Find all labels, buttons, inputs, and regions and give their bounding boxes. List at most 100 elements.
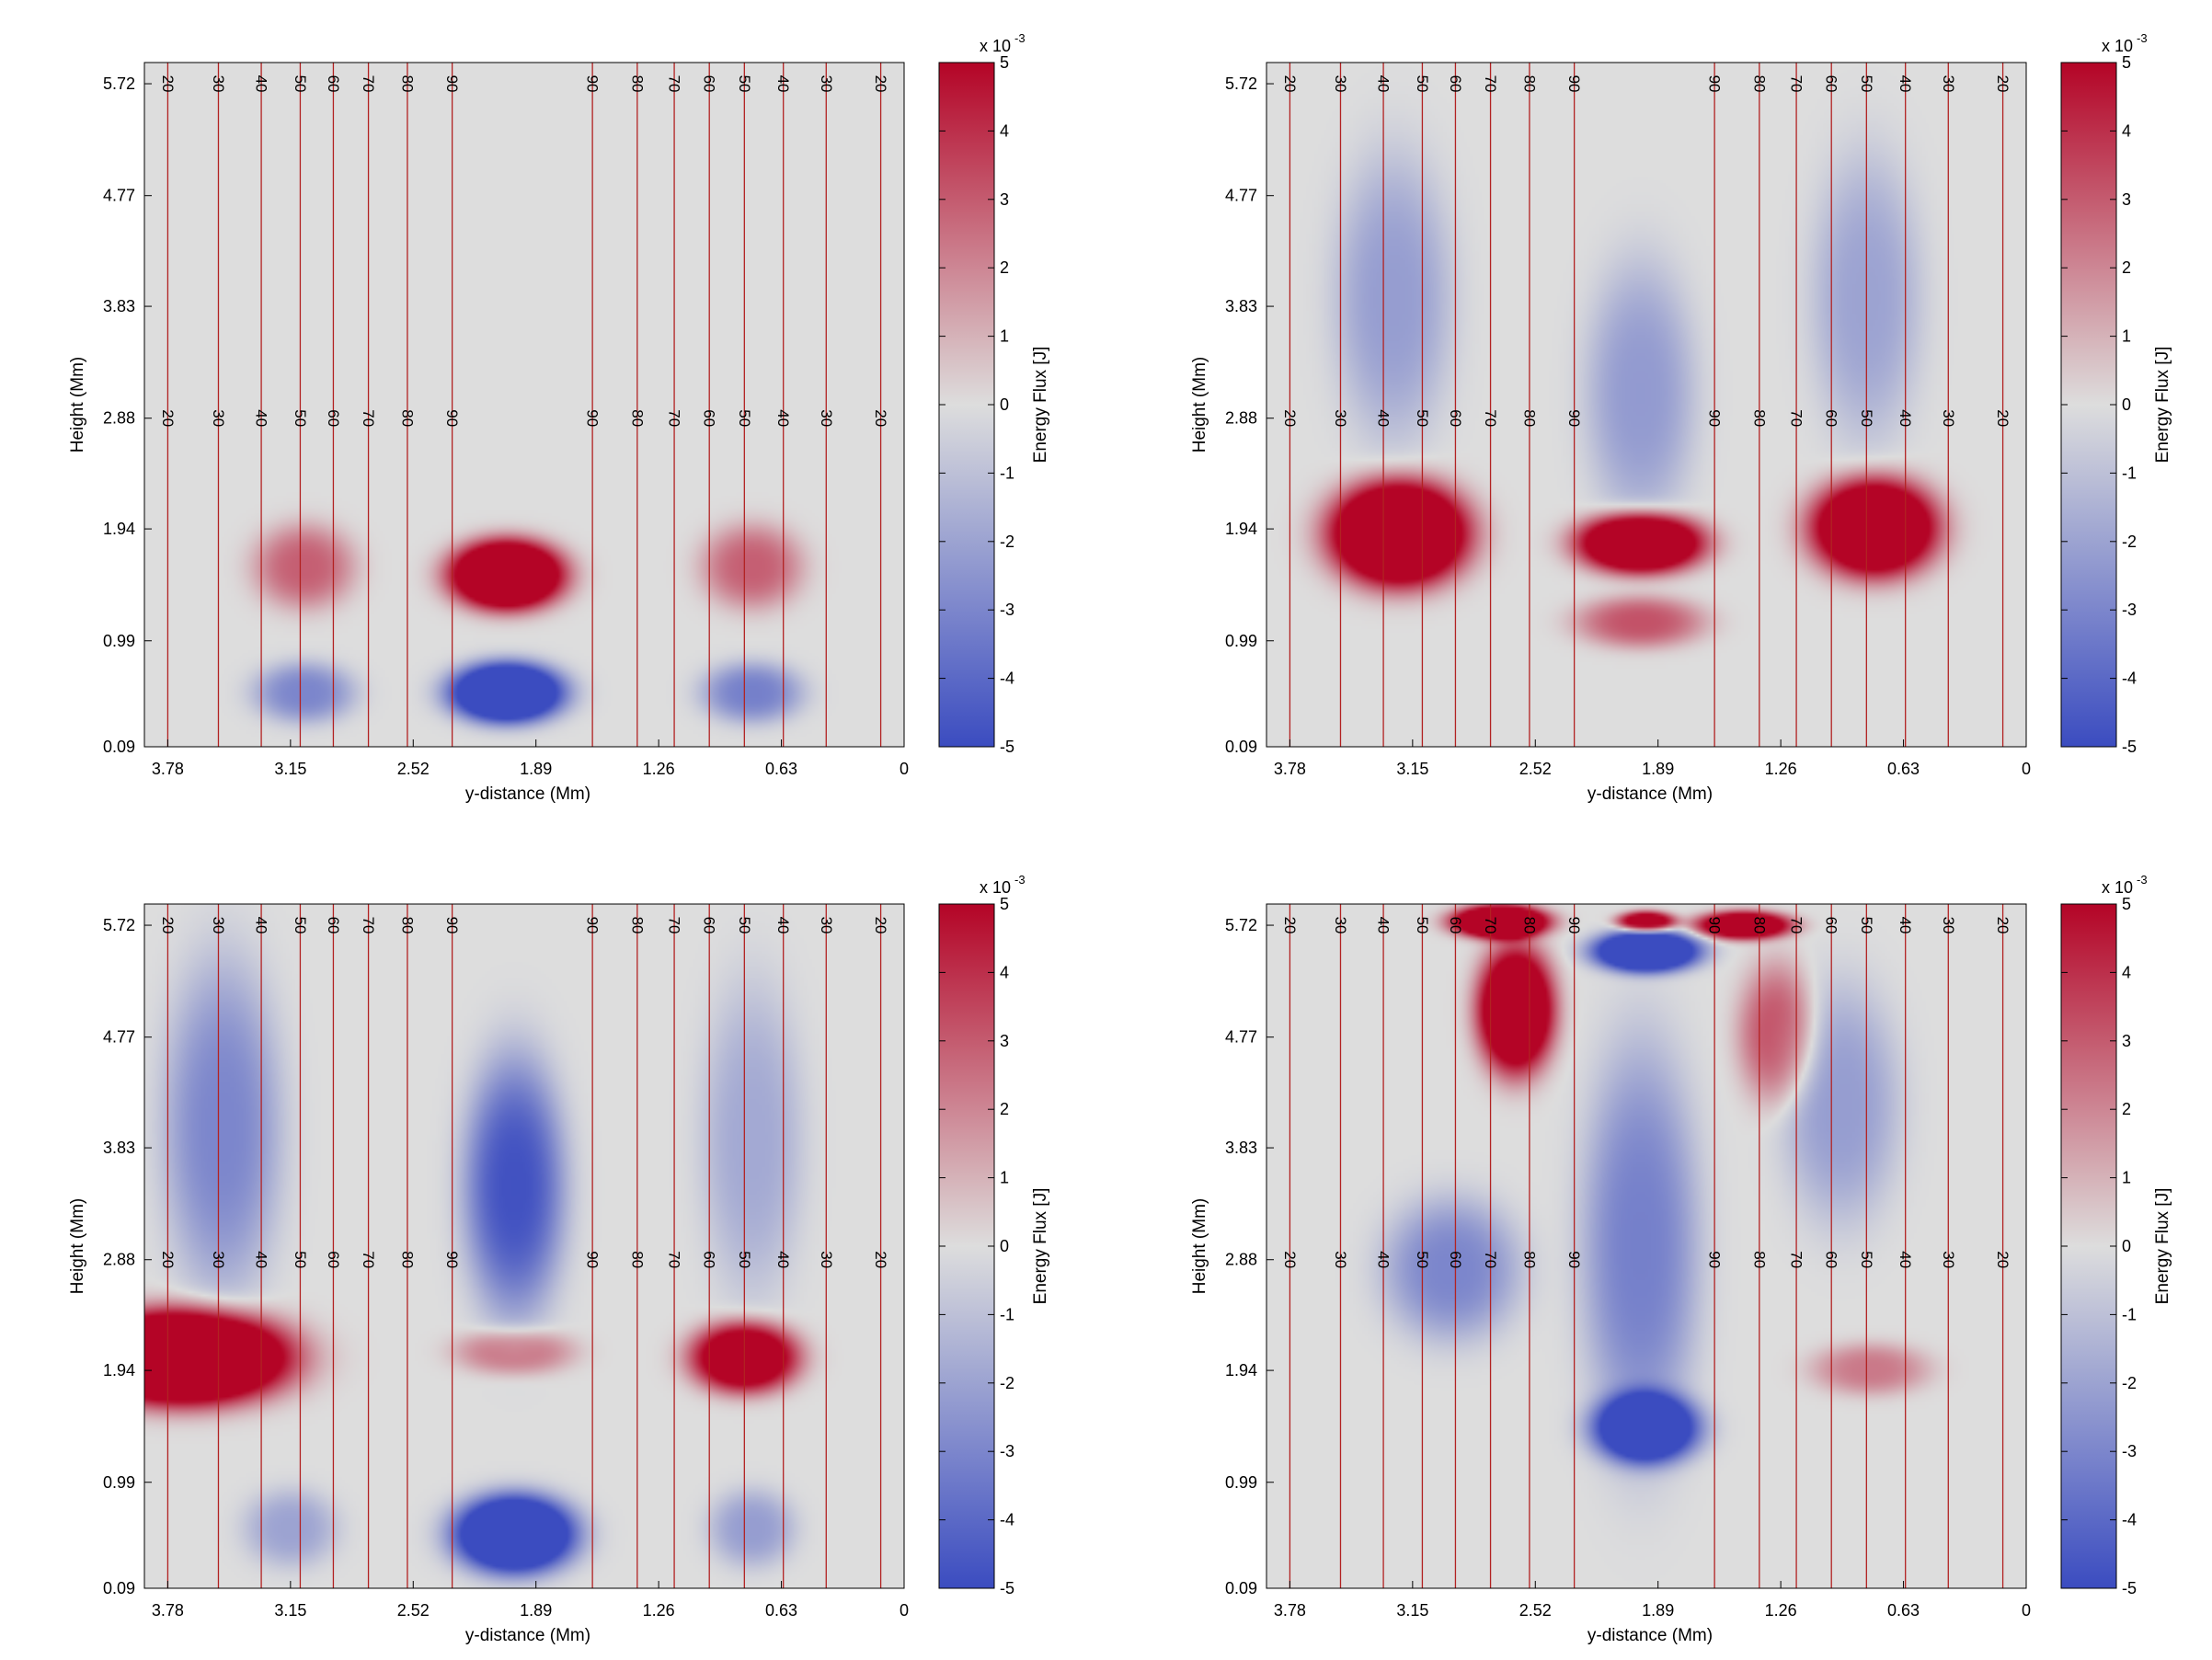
contour-label: 50 (1858, 409, 1875, 427)
y-tick-label: 0.09 (103, 738, 135, 756)
contour-label: 20 (1994, 1251, 2011, 1268)
y-tick-label: 2.88 (103, 1251, 135, 1269)
x-tick-label: 3.15 (1396, 760, 1428, 778)
x-axis-label: y-distance (Mm) (1587, 784, 1713, 804)
contour-label: 50 (1414, 1251, 1431, 1268)
colorbar-tick-label: 0 (2122, 1237, 2131, 1255)
contour-label: 30 (1940, 1251, 1957, 1268)
contour-label: 30 (818, 409, 835, 427)
colorbar-tick-label: 2 (1000, 1100, 1009, 1118)
y-tick-label: 3.83 (103, 1139, 135, 1157)
contour-label: 50 (736, 917, 753, 934)
contour-label: 70 (1788, 917, 1805, 934)
x-tick-label: 2.52 (397, 1601, 430, 1620)
colorbar-tick-label: -3 (1000, 1442, 1014, 1460)
contour-label: 90 (1706, 1251, 1724, 1268)
contour-label: 20 (872, 409, 889, 427)
contour-label: 30 (1940, 75, 1957, 93)
colorbar (938, 62, 995, 748)
x-tick-label: 1.26 (643, 1601, 675, 1620)
heatmap-image (144, 904, 904, 1588)
x-tick-label: 1.26 (1765, 760, 1797, 778)
y-tick-label: 2.88 (1225, 409, 1257, 428)
colorbar-label: Energy Flux [J] (1031, 1188, 1050, 1305)
contour-label: 60 (1447, 409, 1464, 427)
colorbar (938, 903, 995, 1589)
contour-label: 90 (1565, 409, 1583, 427)
contour-label: 80 (628, 1251, 646, 1268)
contour-label: 50 (736, 409, 753, 427)
heatmap-image (1266, 904, 2026, 1588)
contour-label: 90 (443, 75, 461, 93)
contour-label: 60 (701, 1251, 718, 1268)
colorbar-tick-label: -4 (2122, 1511, 2137, 1529)
contour-label: 50 (292, 409, 309, 427)
contour-label: 60 (325, 75, 342, 93)
y-tick-label: 3.83 (1225, 297, 1257, 315)
colorbar-tick-label: 5 (1000, 53, 1009, 72)
contour-label: 70 (1482, 75, 1499, 93)
contour-label: 30 (1332, 1251, 1349, 1268)
x-tick-label: 3.78 (152, 760, 184, 778)
contour-label: 70 (666, 1251, 683, 1268)
contour-label: 40 (1897, 409, 1914, 427)
contour-label: 30 (1940, 409, 1957, 427)
plot-frame (1266, 62, 2027, 748)
contour-label: 20 (1994, 409, 2011, 427)
contour-label: 70 (1788, 409, 1805, 427)
contour-label: 80 (1750, 409, 1768, 427)
contour-label: 60 (1823, 917, 1840, 934)
contour-label: 90 (1565, 75, 1583, 93)
colorbar-tick-label: -1 (1000, 464, 1014, 482)
colorbar-tick-label: 4 (1000, 121, 1009, 140)
contour-label: 20 (159, 1251, 177, 1268)
y-tick-label: 1.94 (103, 1361, 135, 1380)
contour-label: 60 (325, 1251, 342, 1268)
x-tick-label: 1.89 (520, 760, 552, 778)
colorbar-label: Energy Flux [J] (2153, 347, 2172, 464)
colorbar-tick-label: -1 (1000, 1305, 1014, 1323)
contour-label: 90 (1565, 1251, 1583, 1268)
contour-label: 50 (736, 1251, 753, 1268)
contour-label: 20 (872, 75, 889, 93)
contour-label: 20 (1281, 1251, 1299, 1268)
colorbar-tick-label: 4 (1000, 963, 1009, 981)
panel-bottom-right: 2020303040405050606070708080909090908080… (1190, 873, 2172, 1645)
contour-label: 20 (1281, 75, 1299, 93)
colorbar-exponent: x 10 (2102, 37, 2133, 55)
colorbar-tick-label: 0 (1000, 1237, 1009, 1255)
contour-label: 90 (443, 409, 461, 427)
contour-label: 80 (1520, 409, 1538, 427)
plot-frame (143, 62, 905, 748)
contour-label: 70 (1482, 409, 1499, 427)
colorbar-tick-label: 3 (1000, 1032, 1009, 1050)
contour-label: 80 (1750, 1251, 1768, 1268)
y-axis-label: Height (Mm) (68, 357, 87, 453)
colorbar-exponent-power: -3 (1014, 31, 1026, 45)
colorbar-tick-label: -2 (2122, 1374, 2137, 1392)
contour-label: 90 (1706, 917, 1724, 934)
y-tick-label: 5.72 (1225, 916, 1257, 934)
contour-label: 50 (1414, 75, 1431, 93)
contour-label: 40 (1897, 1251, 1914, 1268)
x-tick-label: 2.52 (1519, 1601, 1552, 1620)
colorbar-tick-label: -5 (2122, 1579, 2137, 1597)
contour-label: 60 (1823, 409, 1840, 427)
x-axis-label: y-distance (Mm) (465, 1626, 590, 1645)
colorbar-tick-label: 2 (2122, 1100, 2131, 1118)
colorbar-tick-label: 3 (2122, 190, 2131, 209)
contour-label: 60 (1447, 1251, 1464, 1268)
colorbar-tick-label: 5 (1000, 895, 1009, 913)
contour-label: 20 (1994, 75, 2011, 93)
panel-top-left: 2020303040405050606070708080909090908080… (68, 31, 1050, 804)
colorbar-tick-label: -2 (1000, 532, 1014, 551)
contour-label: 70 (666, 917, 683, 934)
colorbar-tick-label: -4 (2122, 670, 2137, 688)
y-tick-label: 5.72 (103, 916, 135, 934)
contour-label: 90 (1706, 75, 1724, 93)
contour-label: 50 (736, 75, 753, 93)
colorbar-tick-label: -3 (2122, 601, 2137, 619)
contour-label: 70 (666, 409, 683, 427)
colorbar-tick-label: -3 (1000, 601, 1014, 619)
